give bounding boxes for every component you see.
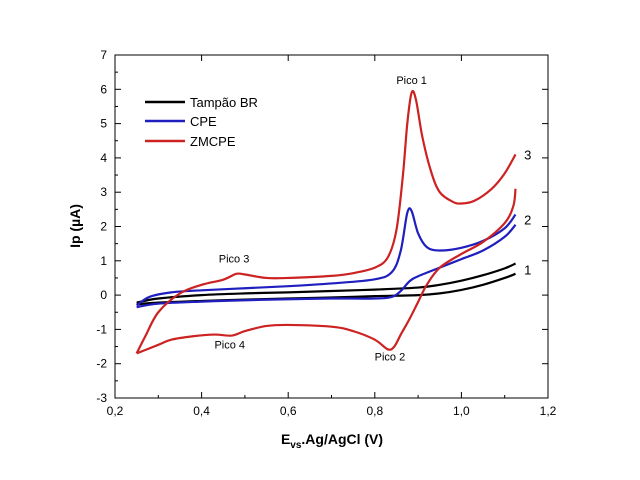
y-tick-label: -3: [96, 391, 107, 405]
y-axis-title: Ip (µA): [67, 204, 83, 248]
y-tick-label: 4: [100, 151, 107, 165]
y-tick-label: 2: [100, 220, 107, 234]
x-tick-label: 1,2: [540, 404, 557, 418]
y-tick-label: 7: [100, 48, 107, 62]
x-tick-label: 0,8: [366, 404, 383, 418]
y-tick-label: -1: [96, 322, 107, 336]
series-curves: [135, 89, 517, 355]
legend-label-zmcpe: ZMCPE: [190, 134, 236, 149]
x-axis-title-sub: vs: [290, 440, 302, 451]
y-tick-label: 3: [100, 185, 107, 199]
x-axis-title-rest: .Ag/AgCl (V): [301, 431, 383, 447]
curve-label-2: 2: [524, 213, 531, 228]
plot-frame: [114, 54, 549, 399]
y-tick-labels: -3 -2 -1 0 1 2 3 4 5 6 7: [96, 48, 107, 405]
annotation-pico-4: Pico 4: [214, 339, 245, 351]
x-axis-title-main: E: [281, 431, 290, 447]
series-line-tampao-br-reverse: [136, 272, 516, 306]
series-line-tampao-br-forward: [136, 262, 516, 304]
series-line-zmcpe-reverse: [136, 188, 517, 355]
x-tick-labels: 0,2 0,4 0,6 0,8 1,0 1,2: [107, 404, 557, 418]
x-tick-label: 0,2: [107, 404, 124, 418]
annotation-pico-1: Pico 1: [396, 75, 427, 87]
peak-annotations: Pico 1 Pico 2 Pico 3 Pico 4: [214, 75, 426, 363]
axis-ticks: [114, 54, 549, 399]
y-tick-label: -2: [96, 357, 107, 371]
annotation-pico-2: Pico 2: [375, 351, 406, 363]
legend-label-tampao: Tampão BR: [190, 95, 258, 110]
curve-number-labels: 1 2 3: [524, 147, 531, 277]
y-tick-label: 1: [100, 254, 107, 268]
series-line-cpe-forward: [136, 207, 517, 307]
annotation-pico-3: Pico 3: [219, 254, 250, 266]
legend: Tampão BR CPE ZMCPE: [145, 95, 258, 149]
y-tick-label: 5: [100, 117, 107, 131]
x-axis-title: Evs.Ag/AgCl (V): [281, 431, 383, 451]
series-line-cpe-reverse: [136, 224, 517, 309]
legend-label-cpe: CPE: [190, 114, 217, 129]
series-line-zmcpe-forward: [135, 89, 517, 354]
x-tick-label: 1,0: [453, 404, 470, 418]
curve-label-3: 3: [524, 147, 531, 162]
y-tick-label: 6: [100, 82, 107, 96]
y-tick-label: 0: [100, 288, 107, 302]
x-tick-label: 0,4: [193, 404, 210, 418]
x-tick-label: 0,6: [280, 404, 297, 418]
curve-label-1: 1: [524, 262, 531, 277]
